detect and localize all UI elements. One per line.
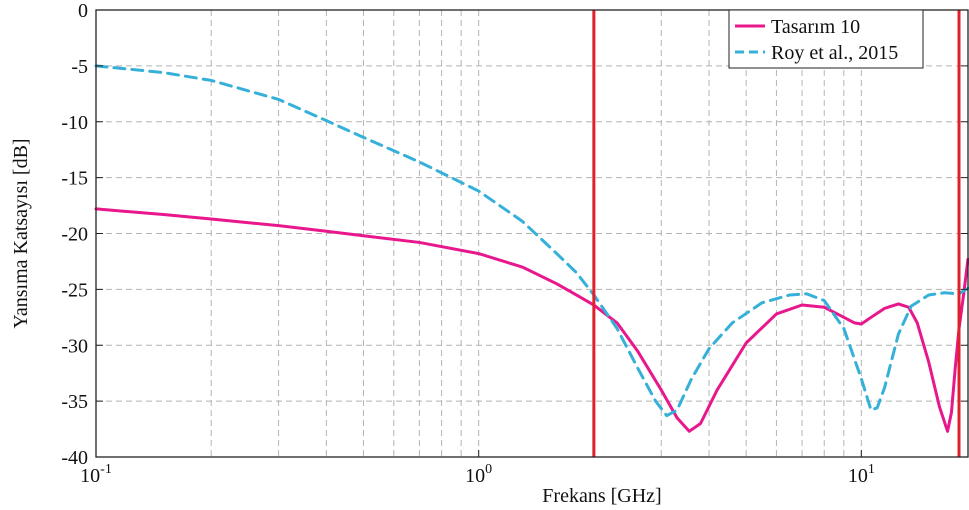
legend: Tasarım 10 Roy et al., 2015 bbox=[728, 9, 924, 69]
y-axis-label: Yansıma Katsayısı [dB] bbox=[10, 138, 32, 328]
series-line-roy-et-al-2015 bbox=[94, 64, 969, 418]
band-markers bbox=[592, 10, 961, 457]
y-tick-label: -40 bbox=[61, 447, 88, 469]
plot-area bbox=[94, 64, 969, 433]
y-tick-label: 0 bbox=[78, 0, 88, 22]
y-tick-label: -5 bbox=[71, 56, 88, 78]
y-tick-label: -35 bbox=[61, 391, 88, 413]
x-tick-label: 100 bbox=[465, 462, 492, 487]
series-line-tasarim-10 bbox=[94, 207, 969, 433]
y-tick-label: -25 bbox=[61, 279, 88, 301]
x-axis-label: Frekans [GHz] bbox=[542, 485, 661, 507]
x-tick-label: 101 bbox=[848, 462, 875, 487]
legend-label-tasarim-10: Tasarım 10 bbox=[771, 16, 860, 38]
x-tick-label: 10-1 bbox=[80, 462, 112, 487]
y-tick-label: -20 bbox=[61, 224, 88, 246]
y-tick-label: -30 bbox=[61, 335, 88, 357]
y-tick-label: -15 bbox=[61, 168, 88, 190]
grid-lines bbox=[96, 9, 968, 458]
legend-box bbox=[728, 9, 924, 69]
y-tick-label: -10 bbox=[61, 112, 88, 134]
legend-label-roy-et-al-2015: Roy et al., 2015 bbox=[771, 42, 898, 64]
